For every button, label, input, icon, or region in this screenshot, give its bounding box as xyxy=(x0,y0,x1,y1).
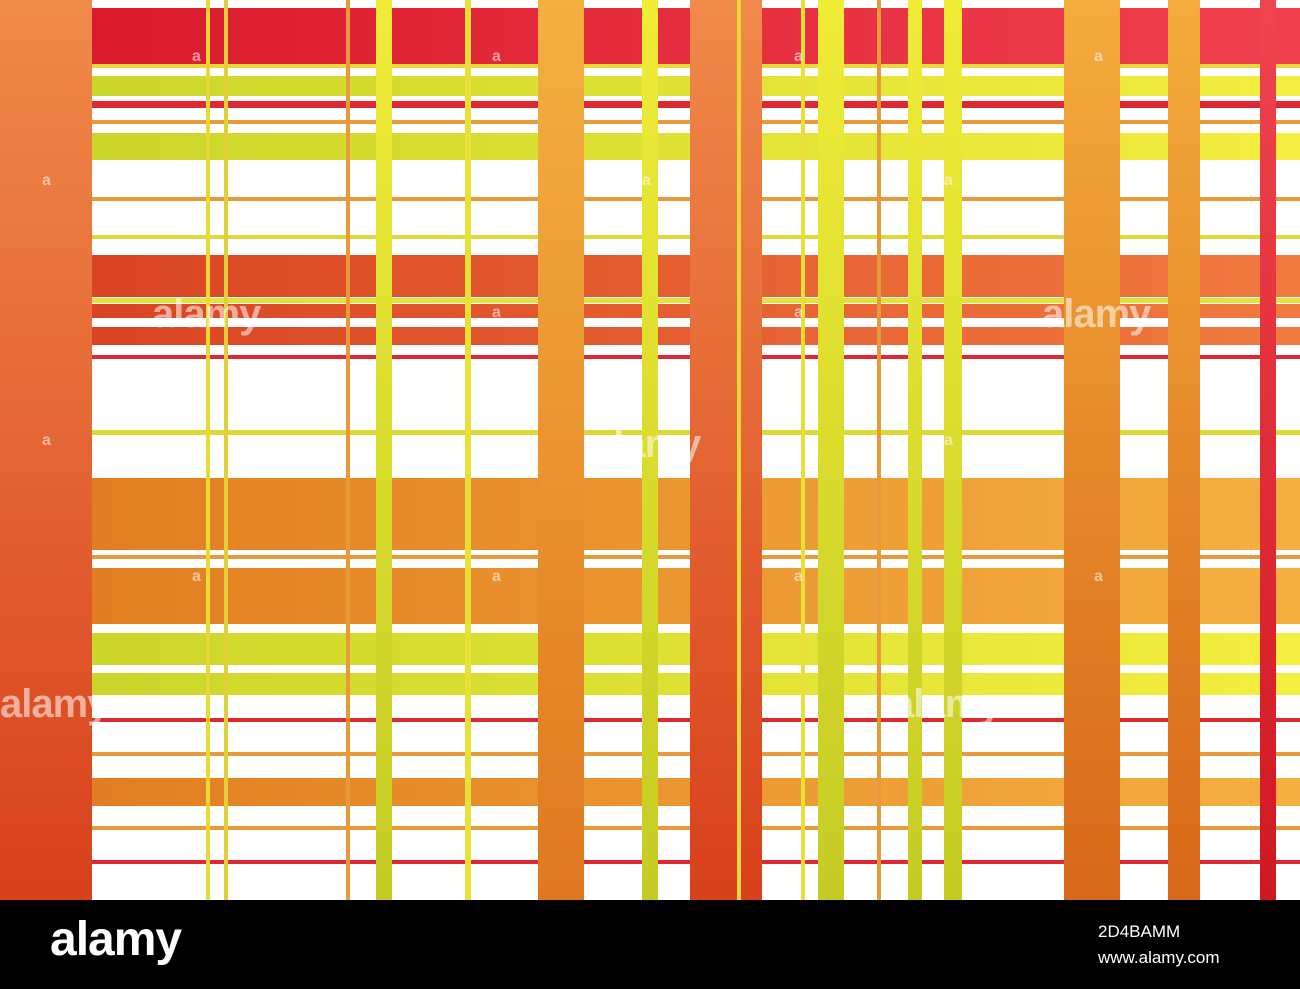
v-stripe-orange-red-center xyxy=(690,0,762,900)
v-stripe-orange-thin-2 xyxy=(877,0,881,900)
v-stripe-amber-1 xyxy=(538,0,584,900)
v-stripe-yellow-thin-2 xyxy=(224,0,228,900)
vertical-stripes xyxy=(0,0,1276,900)
v-stripe-yellow-4 xyxy=(908,0,922,900)
v-stripe-yellow-3 xyxy=(818,0,844,900)
v-stripe-yellow-1 xyxy=(376,0,392,900)
v-stripe-yellow-2 xyxy=(642,0,658,900)
v-stripe-yellow-5 xyxy=(944,0,962,900)
stock-footer-bar: alamy 2D4BAMM www.alamy.com xyxy=(0,900,1300,989)
v-stripe-orange-thin-1 xyxy=(346,0,350,900)
v-stripe-yellow-thin-5 xyxy=(801,0,805,900)
v-stripe-red-right xyxy=(1260,0,1276,900)
plaid-pattern-svg xyxy=(0,0,1300,900)
image-id-label: 2D4BAMM xyxy=(1098,922,1181,941)
site-url-label: www.alamy.com xyxy=(1098,948,1220,967)
v-stripe-yellow-thin-4 xyxy=(737,0,741,900)
v-stripe-yellow-thin-1 xyxy=(206,0,210,900)
v-stripe-amber-3 xyxy=(1168,0,1200,900)
v-stripe-yellow-thin-3 xyxy=(465,0,471,900)
alamy-logo: alamy xyxy=(50,913,182,966)
v-stripe-amber-2 xyxy=(1064,0,1120,900)
plaid-pattern-artwork: a a a a a a a a a a a a a a a a a alamy … xyxy=(0,0,1300,900)
v-stripe-orange-left xyxy=(0,0,92,900)
